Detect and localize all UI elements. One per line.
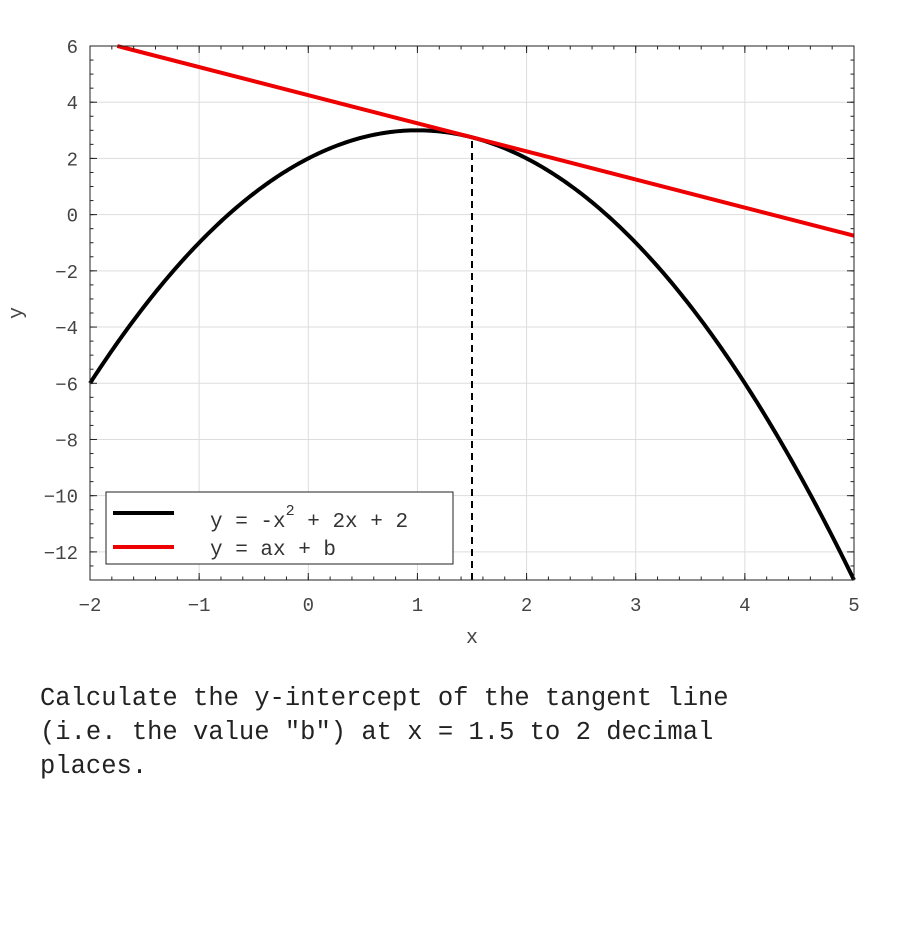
question-text: Calculate the y-intercept of the tangent… [40,684,729,781]
x-tick-label: 1 [412,595,423,617]
y-tick-label: 2 [67,149,78,171]
legend-label-tangent: y = ax + b [210,539,336,562]
y-tick-label: −10 [44,487,78,509]
y-tick-label: −12 [44,543,78,565]
x-axis-label: x [466,627,478,650]
x-tick-label: −2 [79,595,102,617]
tangent-line [116,44,855,238]
legend-box [105,491,454,565]
y-tick-label: 0 [67,206,78,228]
x-tick-label: 0 [303,595,314,617]
y-tick-label: 4 [67,93,78,115]
y-tick-label: −6 [55,374,78,396]
x-tick-label: 5 [848,595,859,617]
y-tick-label: −2 [55,262,78,284]
y-tick-label: −8 [55,430,78,452]
plot-marks [88,44,856,581]
y-axis-label: y [6,307,29,319]
legend: y = -x2 + 2x + 2 y = ax + b [105,491,454,565]
x-tick-label: 3 [630,595,641,617]
legend-label-parabola: y = -x2 + 2x + 2 [210,503,408,534]
x-tick-label: −1 [188,595,211,617]
x-tick-label: 4 [739,595,750,617]
y-tick-label: −4 [55,318,78,340]
y-tick-label: 6 [67,37,78,59]
x-tick-label: 2 [521,595,532,617]
